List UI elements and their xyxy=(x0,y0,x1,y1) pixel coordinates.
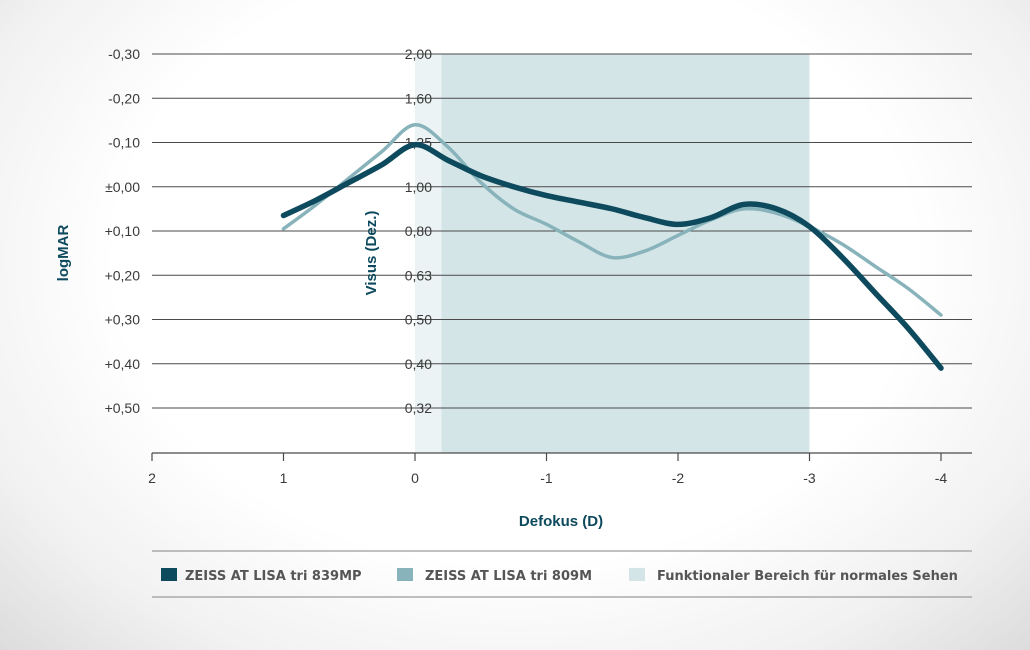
x-tick-label: -1 xyxy=(540,470,553,486)
visus-tick-label: 0,40 xyxy=(405,356,432,372)
legend-swatch-839mp xyxy=(161,568,177,581)
visus-tick-label: 2,00 xyxy=(405,46,432,62)
series-line-839mp xyxy=(280,141,944,371)
x-tick-label: 2 xyxy=(148,470,156,486)
series-lines xyxy=(280,123,944,371)
logmar-tick-label: +0,30 xyxy=(105,312,141,328)
logmar-tick-label: -0,10 xyxy=(108,135,140,151)
legend-label-809m: ZEISS AT LISA tri 809M xyxy=(425,569,592,584)
visus-tick-label: 1,00 xyxy=(405,179,432,195)
x-tick-label: -3 xyxy=(803,470,816,486)
legend-swatch-809m xyxy=(397,568,413,581)
logmar-tick-label: +0,50 xyxy=(105,400,141,416)
logmar-axis: -0,30 -0,20 -0,10 ±0,00 +0,10 +0,20 +0,30 +0,40… xyxy=(105,46,141,416)
series-line-809m xyxy=(281,123,943,317)
visus-axis-title: Visus (Dez.) xyxy=(363,211,380,296)
logmar-tick-label: +0,20 xyxy=(105,267,141,283)
x-tick-label: -2 xyxy=(672,470,685,486)
logmar-tick-label: -0,30 xyxy=(108,46,140,62)
legend: ZEISS AT LISA tri 839MP ZEISS AT LISA tr… xyxy=(152,550,972,598)
legend-swatch-functional-range xyxy=(629,568,645,581)
logmar-tick-label: +0,10 xyxy=(105,223,141,239)
legend-label-functional-range: Funktionaler Bereich für normales Sehen xyxy=(657,569,958,584)
logmar-tick-label: -0,20 xyxy=(108,90,140,106)
functional-range-band xyxy=(441,54,810,453)
visus-axis: 2,001,601,251,000,800,630,500,400,32 xyxy=(405,46,432,416)
visus-tick-label: 0,80 xyxy=(405,223,432,239)
legend-label-839mp: ZEISS AT LISA tri 839MP xyxy=(185,569,362,584)
defocus-axis: 2 1 0 -1 -2 -3 -4 xyxy=(148,452,972,486)
visus-tick-label: 1,60 xyxy=(405,90,432,106)
logmar-tick-label: +0,40 xyxy=(105,356,141,372)
visus-tick-label: 0,63 xyxy=(405,267,432,283)
logmar-axis-title: logMAR xyxy=(55,225,72,282)
x-tick-label: -4 xyxy=(935,470,948,486)
visus-tick-label: 0,50 xyxy=(405,312,432,328)
zero-defocus-highlight xyxy=(415,54,442,453)
logmar-tick-label: ±0,00 xyxy=(105,179,140,195)
defocus-axis-title: Defokus (D) xyxy=(519,513,603,530)
x-tick-label: 0 xyxy=(411,470,419,486)
x-tick-label: 1 xyxy=(280,470,288,486)
visus-tick-label: 0,32 xyxy=(405,400,432,416)
